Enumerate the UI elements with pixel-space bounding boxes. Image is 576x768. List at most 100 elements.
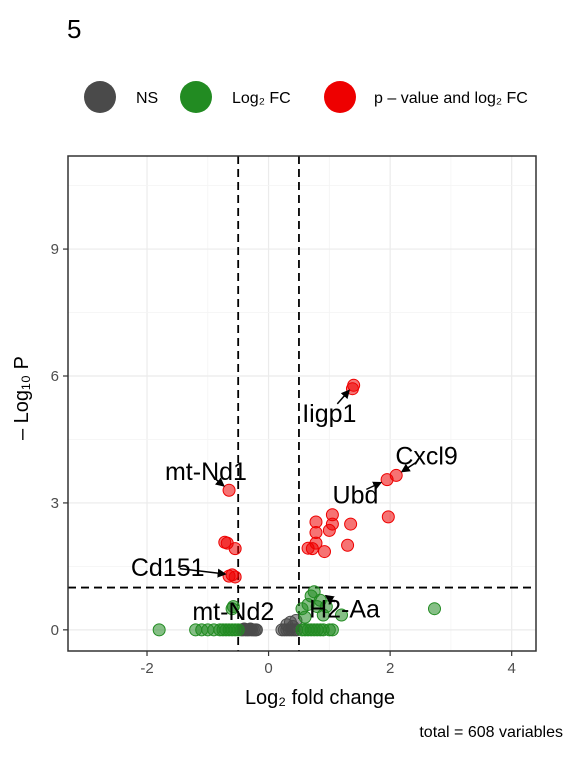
x-tick-label-0: -2 — [140, 660, 153, 677]
point-s1-1 — [189, 623, 203, 637]
point-s2-9 — [309, 515, 323, 529]
point-s1-3 — [201, 623, 215, 637]
point-s1-22 — [322, 623, 336, 637]
point-s2-4 — [381, 510, 395, 524]
legend-key-1 — [180, 81, 212, 113]
legend-key-0 — [84, 81, 116, 113]
point-s1-5 — [213, 623, 227, 637]
chart-title: 5 — [67, 14, 82, 44]
x-tick-label-2: 2 — [386, 660, 394, 677]
point-s2-5 — [344, 517, 358, 531]
point-s2-2 — [389, 468, 403, 482]
point-s0-11 — [275, 623, 289, 637]
point-s2-15 — [341, 538, 355, 552]
point-s2-21 — [228, 570, 242, 584]
point-s2-6 — [325, 508, 339, 522]
point-s0-9 — [237, 622, 251, 636]
point-s0-13 — [280, 623, 294, 637]
legend: NS Log₂ FC p – value and log₂ FC — [84, 81, 528, 113]
point-s2-14 — [317, 545, 331, 559]
point-s1-27 — [307, 585, 321, 599]
gene-label-5: mt-Nd2 — [192, 598, 274, 626]
point-s0-17 — [290, 623, 304, 637]
point-s1-25 — [301, 597, 315, 611]
point-s1-11 — [231, 623, 245, 637]
point-s0-8 — [249, 623, 263, 637]
gene-label-2: Ubd — [333, 481, 379, 509]
point-s0-15 — [285, 623, 299, 637]
point-s1-18 — [307, 623, 321, 637]
point-s1-21 — [316, 623, 330, 637]
gene-label-0: Iigp1 — [302, 400, 356, 428]
legend-key-2 — [324, 81, 356, 113]
gene-label-3: mt-Nd1 — [165, 458, 247, 486]
point-s1-29 — [313, 593, 327, 607]
point-s2-12 — [305, 542, 319, 556]
point-s1-20 — [313, 623, 327, 637]
point-s2-13 — [301, 541, 315, 555]
point-s1-17 — [304, 623, 318, 637]
point-s0-2 — [238, 623, 252, 637]
point-s0-1 — [236, 623, 250, 637]
point-s0-7 — [248, 623, 262, 637]
gene-label-6: H2-Aa — [309, 596, 380, 624]
point-s2-19 — [228, 542, 242, 556]
x-axis-title: Log₂ fold change — [245, 687, 395, 709]
y-tick-label-2: 6 — [51, 368, 59, 385]
data-points — [152, 378, 441, 637]
point-s1-0 — [152, 623, 166, 637]
gene-arrow-0 — [336, 389, 351, 405]
point-s1-26 — [304, 589, 318, 603]
point-s2-8 — [322, 523, 336, 537]
point-s2-0 — [347, 378, 361, 392]
legend-label-1: Log₂ FC — [232, 90, 291, 107]
point-s1-24 — [298, 610, 312, 624]
point-s0-19 — [283, 615, 297, 629]
point-s1-7 — [219, 623, 233, 637]
point-s0-4 — [242, 623, 256, 637]
point-s1-23 — [325, 623, 339, 637]
point-s2-7 — [325, 517, 339, 531]
point-s1-8 — [222, 623, 236, 637]
point-s1-19 — [310, 623, 324, 637]
point-s1-2 — [195, 623, 209, 637]
point-s1-32 — [319, 600, 333, 614]
y-tick-label-3: 9 — [51, 241, 59, 258]
point-s2-22 — [222, 569, 236, 583]
point-s2-20 — [225, 568, 239, 582]
point-s0-14 — [282, 623, 296, 637]
point-s2-11 — [309, 536, 323, 550]
legend-label-2: p – value and log₂ FC — [374, 90, 528, 107]
point-s2-18 — [220, 536, 234, 550]
point-s1-9 — [225, 623, 239, 637]
point-s0-0 — [234, 623, 248, 637]
point-s0-16 — [287, 623, 301, 637]
axis-ticks: -2 0 2 4 0 3 6 9 — [51, 241, 516, 677]
point-s1-33 — [335, 608, 349, 622]
point-s2-17 — [218, 535, 232, 549]
point-s0-18 — [280, 618, 294, 632]
grid — [68, 156, 536, 651]
legend-label-0: NS — [136, 90, 158, 107]
point-s0-5 — [245, 623, 259, 637]
point-s2-1 — [345, 382, 359, 396]
point-s1-10 — [228, 623, 242, 637]
x-tick-label-3: 4 — [508, 660, 516, 677]
point-s0-21 — [289, 614, 303, 628]
point-s0-3 — [240, 623, 254, 637]
y-axis-title: – Log₁₀ P — [11, 356, 33, 440]
gene-arrow-1 — [400, 461, 417, 473]
gene-label-4: Cd151 — [131, 554, 205, 582]
plot-frame — [67, 155, 537, 652]
point-s1-13 — [226, 600, 240, 614]
point-s1-4 — [207, 623, 221, 637]
point-s1-30 — [295, 602, 309, 616]
point-s1-14 — [295, 623, 309, 637]
point-s0-10 — [243, 622, 257, 636]
point-s2-10 — [309, 526, 323, 540]
point-s0-12 — [277, 623, 291, 637]
y-tick-label-1: 3 — [51, 495, 59, 512]
gene-arrow-4 — [179, 567, 227, 578]
gene-labels: Iigp1 Cxcl9 Ubd mt-Nd1 Cd151 mt-Nd2 H2-Aa — [131, 389, 458, 626]
y-tick-label-0: 0 — [51, 622, 59, 639]
